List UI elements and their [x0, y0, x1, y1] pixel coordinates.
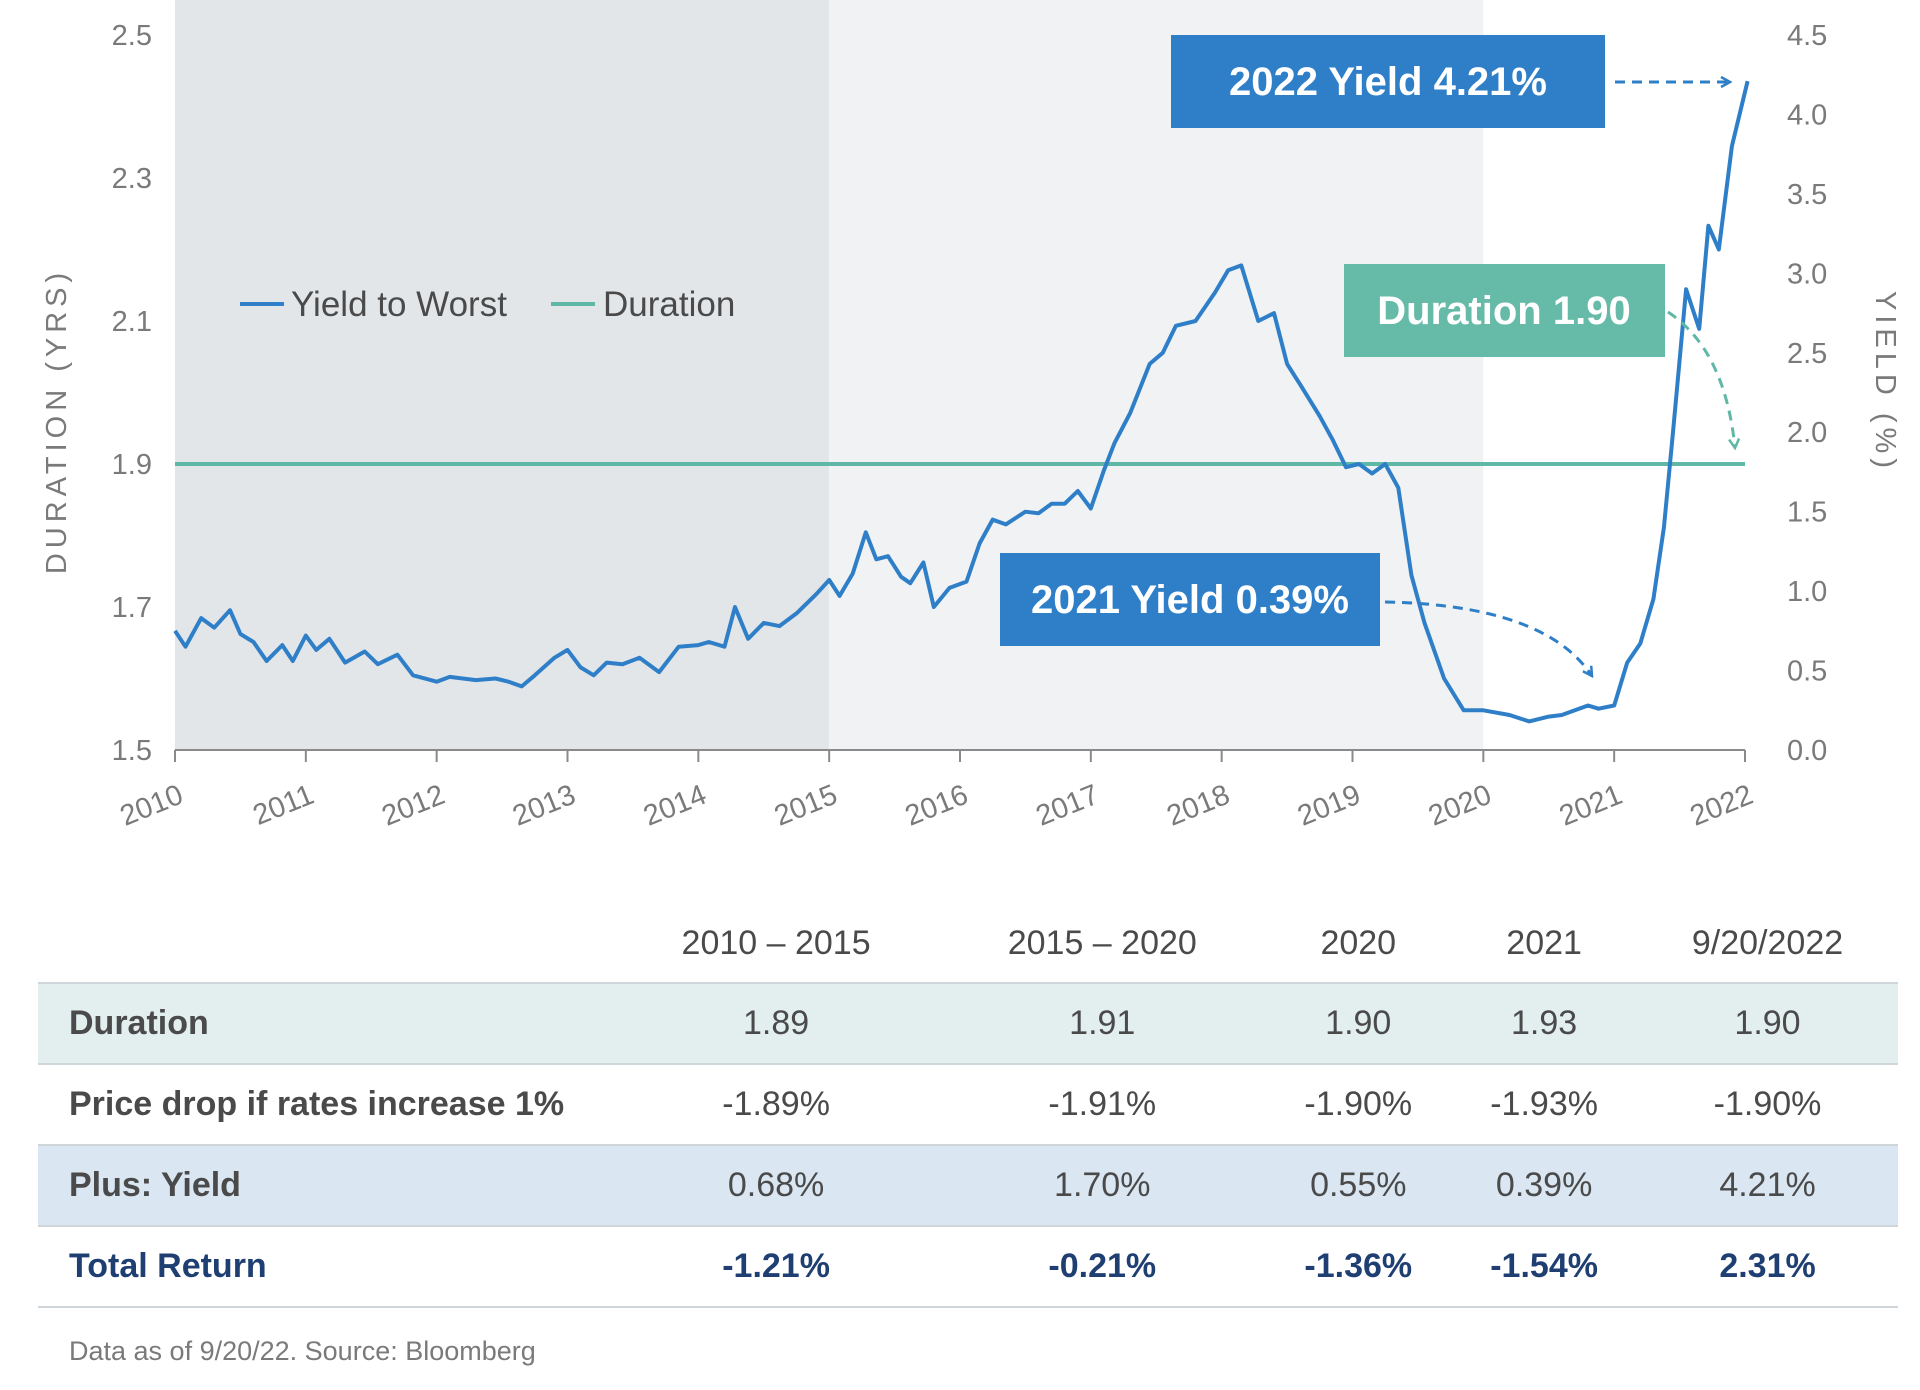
table-cell: 0.68%	[613, 1145, 940, 1227]
returns-table-container: 2010 – 2015 2015 – 2020 2020 2021 9/20/2…	[38, 905, 1898, 1308]
x-tick-label: 2022	[1686, 779, 1758, 833]
x-tick-label: 2019	[1293, 779, 1365, 833]
table-cell: -1.93%	[1451, 1064, 1638, 1146]
row-label: Duration	[38, 982, 613, 1065]
table-cell: -1.90%	[1265, 1064, 1452, 1146]
right-tick-label: 2.5	[1787, 338, 1827, 370]
right-axis-title: YIELD (%)	[1869, 291, 1901, 473]
table-row-total-return: Total Return -1.21% -0.21% -1.36% -1.54%…	[38, 1226, 1898, 1308]
legend-label-duration: Duration	[603, 285, 735, 324]
table-cell: 1.90	[1637, 982, 1898, 1065]
table-cell: -1.54%	[1451, 1226, 1638, 1308]
x-tick-label: 2016	[901, 779, 973, 833]
x-tick-label: 2012	[377, 779, 449, 833]
right-tick-label: 1.5	[1787, 497, 1827, 529]
x-tick-label: 2021	[1555, 779, 1627, 833]
table-cell: -1.36%	[1265, 1226, 1452, 1308]
table-header-2021: 2021	[1506, 924, 1582, 962]
callout-duration-text: Duration 1.90	[1377, 289, 1630, 333]
table-header-2022: 9/20/2022	[1691, 924, 1844, 962]
table-cell: -0.21%	[939, 1226, 1266, 1308]
x-tick-label: 2010	[116, 779, 188, 833]
right-tick-label: 3.5	[1787, 179, 1827, 211]
left-tick-label: 1.5	[112, 735, 152, 767]
table-row-duration: Duration 1.89 1.91 1.90 1.93 1.90	[38, 982, 1898, 1065]
right-tick-label: 2.0	[1787, 417, 1827, 449]
right-tick-label: 4.5	[1787, 20, 1827, 52]
callout-duration-arrow	[1667, 310, 1735, 448]
table-cell: -1.91%	[939, 1064, 1266, 1146]
x-tick-label: 2017	[1032, 779, 1104, 833]
table-cell: 1.70%	[939, 1145, 1266, 1227]
callout-2021-arrow	[1384, 600, 1592, 676]
yield-to-worst-series-line	[173, 80, 1750, 724]
table-header-2020: 2020	[1320, 924, 1397, 962]
table-cell: 1.89	[613, 982, 940, 1065]
right-tick-label: 0.5	[1787, 656, 1827, 688]
table-header-blank	[38, 905, 613, 983]
left-tick-label: 1.9	[112, 449, 152, 481]
x-tick-label: 2013	[508, 779, 580, 833]
right-tick-label: 4.0	[1787, 99, 1827, 131]
table-cell: -1.21%	[613, 1226, 940, 1308]
left-axis-title: DURATION (YRS)	[41, 268, 73, 574]
x-tick-label: 2020	[1424, 779, 1496, 833]
x-tick-label: 2018	[1162, 779, 1234, 833]
chart: 2010 2011 2012 2013 2014 2015 2016 2017 2018 2019…	[41, 0, 1901, 833]
right-tick-label: 0.0	[1787, 735, 1827, 767]
left-tick-label: 2.1	[112, 306, 152, 338]
table-header-2010-2015: 2010 – 2015	[681, 924, 871, 962]
table-cell: 1.91	[939, 982, 1266, 1065]
table-cell: -1.90%	[1637, 1064, 1898, 1146]
row-label: Total Return	[38, 1226, 613, 1308]
table-cell: 0.39%	[1451, 1145, 1638, 1227]
table-cell: -1.89%	[613, 1064, 940, 1146]
right-tick-label: 1.0	[1787, 576, 1827, 608]
x-tick-label: 2014	[639, 779, 711, 833]
shaded-period-0	[175, 0, 830, 750]
table-header-row: 2010 – 2015 2015 – 2020 2020 2021 9/20/2…	[38, 905, 1898, 983]
callout-2021-yield-text: 2021 Yield 0.39%	[1031, 578, 1349, 622]
callout-duration: Duration 1.90	[1344, 264, 1735, 448]
callout-2021-yield: 2021 Yield 0.39%	[1000, 553, 1592, 676]
callout-2022-yield-text: 2022 Yield 4.21%	[1229, 60, 1547, 104]
right-tick-label: 3.0	[1787, 258, 1827, 290]
callout-2022-yield: 2022 Yield 4.21%	[1171, 35, 1730, 128]
table-row-plus-yield: Plus: Yield 0.68% 1.70% 0.55% 0.39% 4.21…	[38, 1145, 1898, 1227]
source-footnote: Data as of 9/20/22. Source: Bloomberg	[69, 1336, 536, 1366]
table-cell: 0.55%	[1265, 1145, 1452, 1227]
table-header-2015-2020: 2015 – 2020	[1007, 924, 1197, 962]
row-label: Price drop if rates increase 1%	[38, 1064, 613, 1146]
returns-table: 2010 – 2015 2015 – 2020 2020 2021 9/20/2…	[38, 905, 1898, 1308]
left-tick-label: 2.5	[112, 20, 152, 52]
table-cell: 1.90	[1265, 982, 1452, 1065]
left-tick-label: 1.7	[112, 592, 152, 624]
x-tick-label: 2015	[770, 779, 842, 833]
row-label: Plus: Yield	[38, 1145, 613, 1227]
table-row-price-drop: Price drop if rates increase 1% -1.89% -…	[38, 1064, 1898, 1146]
table-cell: 4.21%	[1637, 1145, 1898, 1227]
legend: Yield to Worst Duration	[240, 285, 735, 324]
legend-label-yield: Yield to Worst	[291, 285, 507, 324]
x-tick-label: 2011	[249, 779, 319, 832]
left-tick-label: 2.3	[112, 163, 152, 195]
table-cell: 1.93	[1451, 982, 1638, 1065]
table-cell: 2.31%	[1637, 1226, 1898, 1308]
